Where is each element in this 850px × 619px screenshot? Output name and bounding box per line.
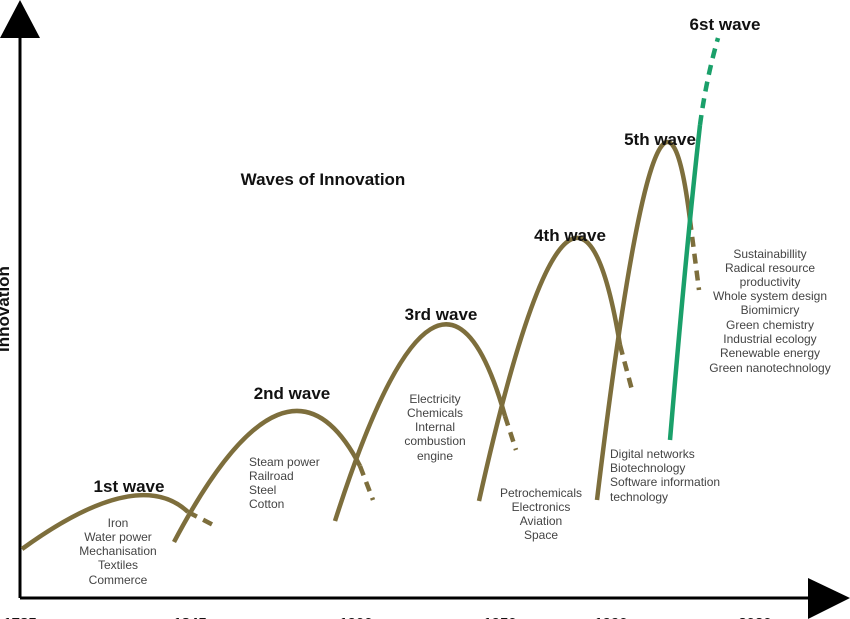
wave-2-items: Steam power Railroad Steel Cotton: [249, 455, 320, 511]
wave-2-label: 2nd wave: [254, 384, 331, 403]
wave-4-item: Space: [524, 528, 558, 542]
wave-3-item: combustion: [404, 434, 465, 448]
wave-4-items: Petrochemicals Electronics Aviation Spac…: [500, 486, 582, 542]
wave-2-item: Railroad: [249, 469, 294, 483]
wave-5-curve: [594, 139, 693, 501]
wave-5-label: 5th wave: [624, 130, 696, 149]
x-axis-year-label: 1785: [3, 615, 36, 619]
wave-6-item: Green chemistry: [726, 318, 814, 332]
wave-6-item: Whole system design: [713, 289, 827, 303]
wave-1-item: Water power: [84, 530, 152, 544]
x-axis-year-label: 1990: [594, 615, 627, 619]
wave-4-label: 4th wave: [534, 226, 606, 245]
wave-3-curve: [332, 322, 508, 522]
wave-5-items: Digital networks Biotechnology Software …: [610, 447, 720, 504]
y-axis-arrowhead: [0, 0, 40, 38]
diagram-title: Waves of Innovation: [241, 170, 406, 189]
wave-6-label: 6st wave: [690, 15, 761, 34]
wave-1-label: 1st wave: [94, 477, 165, 496]
wave-6-curve: [667, 124, 703, 441]
wave-6-item: Biomimicry: [741, 303, 800, 317]
wave-2-item: Steel: [249, 483, 276, 497]
x-axis-year-label: 1900: [339, 615, 372, 619]
wave-6-item: Green nanotechnology: [709, 361, 830, 375]
wave-5-item: technology: [610, 490, 668, 504]
wave-2-item: Cotton: [249, 497, 284, 511]
wave-1-curve: [20, 492, 190, 551]
wave-1-items: Iron Water power Mechanisation Textiles …: [79, 516, 156, 587]
wave-5-item: Software information: [610, 475, 720, 489]
wave-2-item: Steam power: [249, 455, 320, 469]
wave-3-dashed-tail: [502, 415, 519, 451]
x-axis-years: 1785 1845 1900 1950 1990 2020: [3, 615, 771, 619]
wave-6-dashed-tail: [697, 37, 721, 126]
wave-6-items: Sustainabillity Radical resource product…: [709, 247, 830, 375]
wave-6-item: productivity: [740, 275, 801, 289]
x-axis-year-label: 1845: [173, 615, 206, 619]
wave-6-item: Sustainabillity: [733, 247, 806, 261]
wave-4-dashed-tail: [617, 344, 635, 391]
x-axis-year-label: 2020: [738, 615, 771, 619]
y-axis-label: Innovation: [0, 266, 13, 352]
wave-3-item: Internal: [415, 420, 455, 434]
wave-3-item: engine: [417, 449, 453, 463]
wave-3-items: Electricity Chemicals Internal combustio…: [404, 392, 465, 463]
wave-5-dashed-tail: [687, 219, 702, 291]
wave-2-curve: [172, 408, 363, 544]
wave-3-label: 3rd wave: [405, 305, 478, 324]
wave-4-curve: [476, 235, 623, 502]
x-axis-arrowhead: [808, 578, 850, 619]
wave-4-item: Petrochemicals: [500, 486, 582, 500]
wave-4-item: Aviation: [520, 514, 562, 528]
wave-3-item: Electricity: [409, 392, 460, 406]
wave-5-item: Biotechnology: [610, 461, 685, 475]
wave-1-item: Iron: [108, 516, 129, 530]
wave-4-item: Electronics: [512, 500, 571, 514]
wave-1-item: Mechanisation: [79, 544, 156, 558]
wave-6-item: Industrial ecology: [723, 332, 816, 346]
wave-2-dashed-tail: [357, 465, 376, 501]
wave-3-item: Chemicals: [407, 406, 463, 420]
wave-1-dashed-tail: [186, 510, 219, 529]
x-axis-year-label: 1950: [483, 615, 516, 619]
wave-6-item: Radical resource: [725, 261, 815, 275]
wave-6-item: Renewable energy: [720, 346, 820, 360]
wave-1-item: Commerce: [89, 573, 148, 587]
wave-1-item: Textiles: [98, 558, 138, 572]
wave-5-item: Digital networks: [610, 447, 695, 461]
